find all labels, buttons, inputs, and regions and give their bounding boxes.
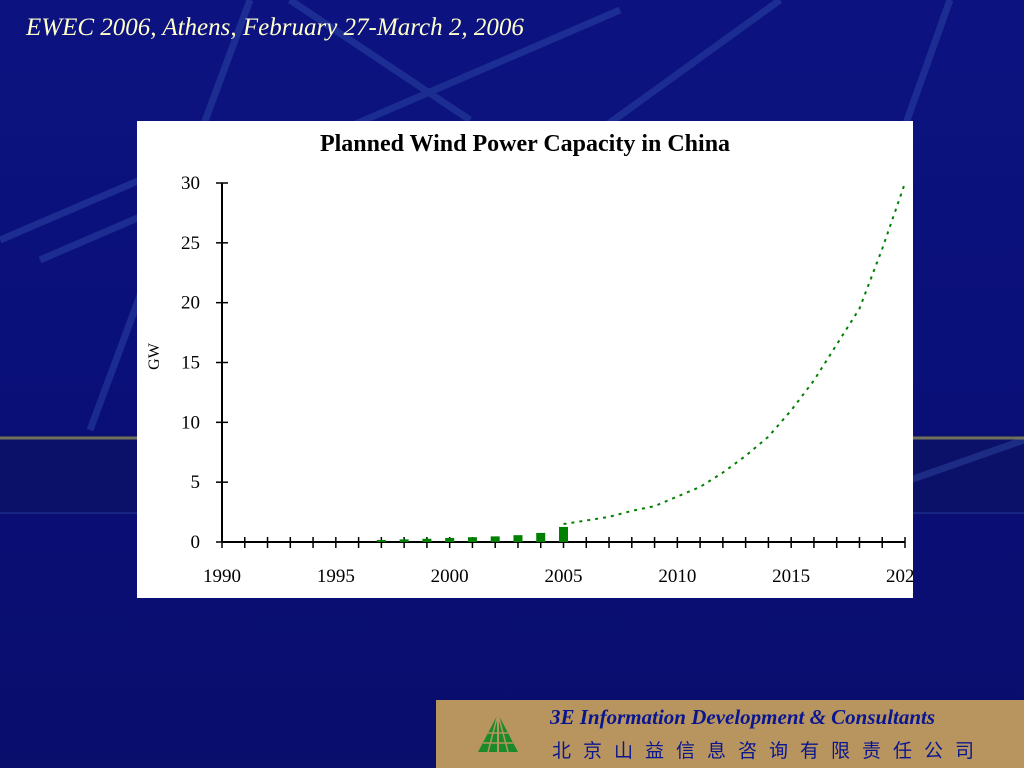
bar [490,536,500,542]
x-tick-label: 2005 [545,566,583,587]
company-name: 3E Information Development & Consultants [550,705,936,729]
x-tick-label: 2020 [886,566,913,587]
bar [513,535,523,542]
y-tick-label: 5 [191,472,201,493]
chart-svg: 0 5 10 15 20 25 30 1990 1995 2000 2005 2010 2015 2020… [146,173,913,587]
y-tick-label: 15 [181,353,200,374]
y-tick-label: 30 [181,173,200,194]
x-tick-label: 2000 [431,566,469,587]
x-tick-label: 2010 [658,566,696,587]
bar [422,538,432,542]
y-axis-label: GW [146,342,163,370]
x-tick-label: 1995 [317,566,355,587]
y-tick-label: 20 [181,293,200,314]
y-tick-label: 25 [181,233,200,254]
pyramid-logo-icon [478,713,518,753]
bar [559,526,568,542]
projection-line [563,182,906,526]
slide-header: EWEC 2006, Athens, February 27-March 2, … [26,14,524,41]
bar [445,537,455,542]
footer-bar: 3E Information Development & Consultants… [436,700,1024,768]
bar [536,532,546,542]
x-tick-label: 2015 [772,566,810,587]
bar [376,539,386,542]
y-tick-label: 0 [191,532,201,553]
company-name-cn: 北京山益信息咨询有限责任公司 [552,740,987,762]
chart-title: Planned Wind Power Capacity in China [319,131,731,157]
bar [467,537,477,542]
y-tick-label: 10 [181,412,200,433]
bar [399,539,409,542]
x-tick-label: 1990 [203,566,241,587]
chart-panel: 0 5 10 15 20 25 30 1990 1995 2000 2005 2010 2015 2020… [137,121,913,598]
